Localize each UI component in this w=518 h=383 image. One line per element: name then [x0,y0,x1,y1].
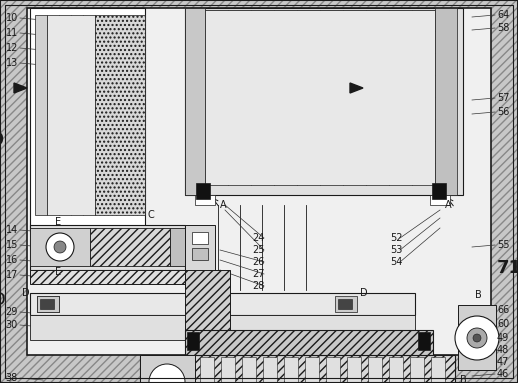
Bar [35,15,47,215]
Bar [326,357,340,383]
Bar [170,228,188,266]
Text: E: E [55,267,61,277]
Text: 25: 25 [252,245,265,255]
Text: 12: 12 [6,43,18,53]
Text: 47: 47 [497,357,509,367]
Text: 15: 15 [6,240,18,250]
Text: 46: 46 [497,369,509,379]
Text: 14: 14 [6,225,18,235]
Text: 16: 16 [6,255,18,265]
Bar [185,225,215,285]
Bar [37,296,59,312]
Bar [192,232,208,244]
Bar [284,357,298,383]
Circle shape [149,364,185,383]
Text: 53: 53 [390,245,402,255]
Bar [27,8,491,355]
Circle shape [46,233,74,261]
Bar [185,270,230,350]
Bar [418,332,430,350]
Text: 29: 29 [6,307,18,317]
Text: D: D [22,288,30,298]
Text: D: D [360,288,368,298]
Text: 55: 55 [497,240,510,250]
Text: 48: 48 [497,345,509,355]
Bar [410,357,424,383]
Text: 17: 17 [6,270,18,280]
Text: B: B [460,375,467,383]
Text: 13: 13 [6,58,18,68]
Bar [458,305,496,370]
Bar [221,357,235,383]
Bar [200,357,214,383]
Bar [95,15,145,215]
Text: 54: 54 [390,257,402,267]
Bar [389,357,403,383]
Text: 26: 26 [252,257,264,267]
Text: E: E [55,217,61,227]
Bar [185,8,205,195]
Circle shape [54,241,66,253]
Bar [205,10,435,185]
Bar [30,315,415,340]
Bar [47,15,95,215]
Bar [195,195,215,205]
Text: 56: 56 [497,107,509,117]
Text: 30: 30 [6,320,18,330]
Bar [335,296,357,312]
Text: A: A [220,200,227,210]
Bar [187,332,199,350]
Circle shape [473,334,481,342]
Bar [30,225,185,270]
Text: 28: 28 [252,281,264,291]
Text: 38: 38 [6,373,18,383]
Bar [37,296,59,312]
Bar [263,357,277,383]
Bar [140,355,455,383]
Text: 71: 71 [497,259,518,277]
Bar [347,357,361,383]
Text: 64: 64 [497,10,509,20]
Circle shape [455,316,499,360]
Text: 66: 66 [497,305,509,315]
Text: 10: 10 [6,13,18,23]
Text: 70: 70 [0,131,5,149]
Bar [30,228,90,266]
Bar [192,248,208,260]
Text: 52: 52 [390,233,402,243]
Bar [30,270,185,284]
Bar [305,357,319,383]
Bar [196,183,210,199]
Bar [431,357,445,383]
Bar [435,8,457,195]
Bar [242,357,256,383]
Polygon shape [14,83,27,93]
Text: 27: 27 [252,269,265,279]
Text: A: A [445,200,452,210]
Bar [30,293,415,315]
Circle shape [467,328,487,348]
Text: B: B [475,290,482,300]
Text: 57: 57 [497,93,510,103]
Bar [40,299,54,309]
Bar [368,357,382,383]
Text: 11: 11 [6,28,18,38]
Bar [185,330,433,355]
Text: 49: 49 [497,333,509,343]
Bar [338,299,352,309]
Text: 24: 24 [252,233,264,243]
Text: 60: 60 [497,319,509,329]
Text: C: C [148,210,155,220]
Bar [30,8,145,230]
Bar [432,183,446,199]
Bar [90,228,170,266]
Polygon shape [350,83,363,93]
Text: D: D [0,291,5,309]
Bar [430,195,450,205]
Bar [140,355,195,383]
Bar [185,8,463,195]
Text: 58: 58 [497,23,509,33]
